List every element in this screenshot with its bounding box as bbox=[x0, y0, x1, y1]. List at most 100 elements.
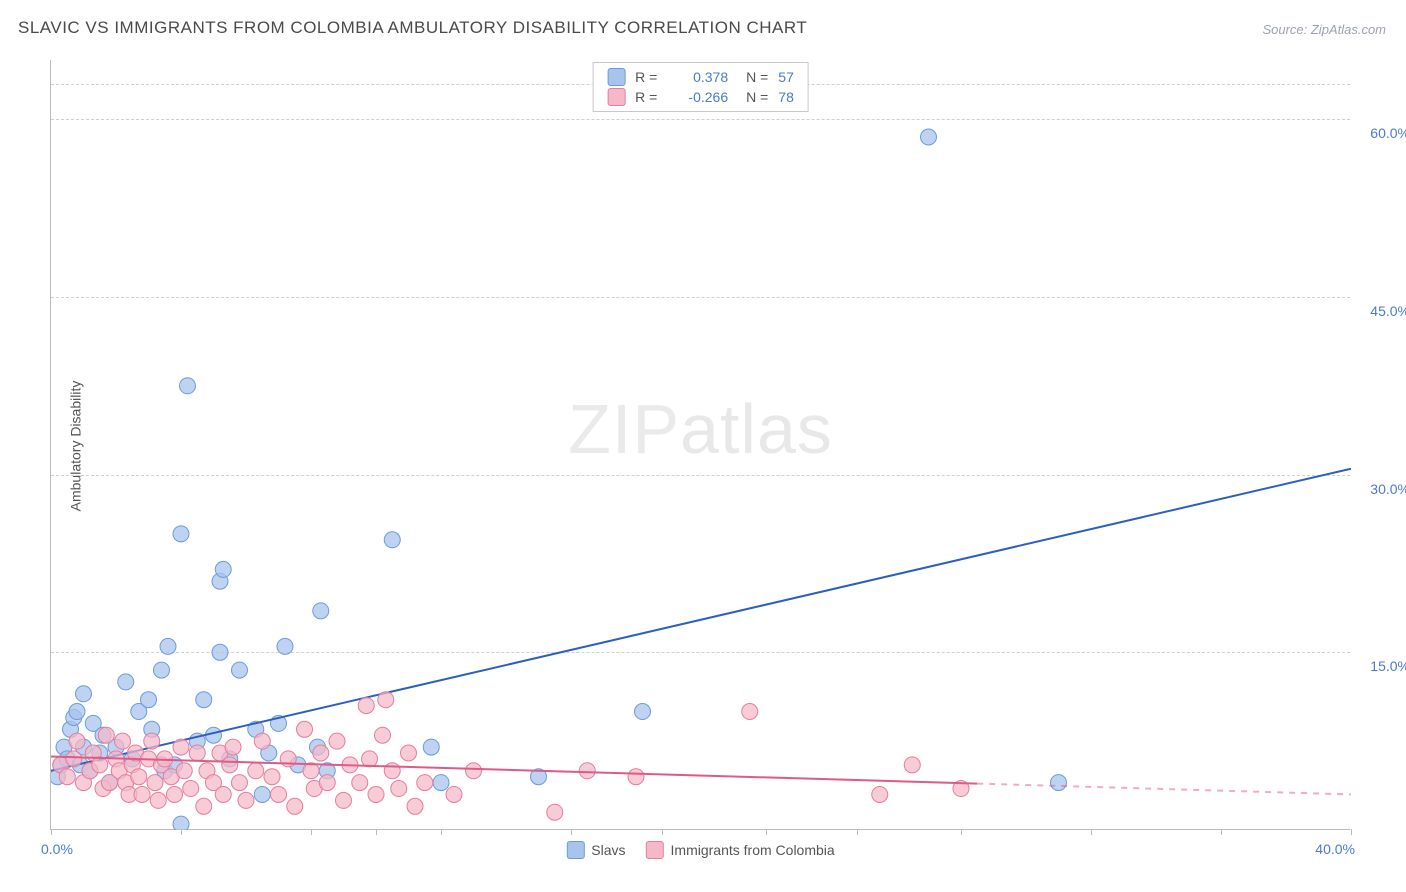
legend-row-colombia: R = -0.266 N = 78 bbox=[607, 87, 794, 107]
scatter-point-colombia bbox=[144, 733, 160, 749]
scatter-point-slavs bbox=[277, 638, 293, 654]
scatter-point-slavs bbox=[141, 692, 157, 708]
scatter-point-colombia bbox=[417, 775, 433, 791]
scatter-point-colombia bbox=[189, 745, 205, 761]
scatter-point-colombia bbox=[378, 692, 394, 708]
scatter-point-slavs bbox=[254, 786, 270, 802]
scatter-point-slavs bbox=[196, 692, 212, 708]
n-value-slavs: 57 bbox=[778, 69, 794, 85]
scatter-point-slavs bbox=[433, 775, 449, 791]
scatter-point-colombia bbox=[287, 798, 303, 814]
scatter-point-slavs bbox=[154, 662, 170, 678]
scatter-point-slavs bbox=[384, 532, 400, 548]
scatter-point-colombia bbox=[238, 792, 254, 808]
series-legend-slavs: Slavs bbox=[566, 841, 625, 859]
scatter-point-colombia bbox=[297, 721, 313, 737]
scatter-point-colombia bbox=[69, 733, 85, 749]
scatter-point-colombia bbox=[131, 769, 147, 785]
scatter-point-colombia bbox=[319, 775, 335, 791]
n-value-colombia: 78 bbox=[778, 89, 794, 105]
scatter-point-colombia bbox=[115, 733, 131, 749]
scatter-point-colombia bbox=[176, 763, 192, 779]
y-tick-label: 15.0% bbox=[1355, 658, 1406, 674]
scatter-point-colombia bbox=[225, 739, 241, 755]
scatter-point-colombia bbox=[466, 763, 482, 779]
scatter-point-colombia bbox=[391, 781, 407, 797]
legend-row-slavs: R = 0.378 N = 57 bbox=[607, 67, 794, 87]
scatter-point-colombia bbox=[904, 757, 920, 773]
scatter-point-colombia bbox=[196, 798, 212, 814]
n-label: N = bbox=[746, 69, 768, 85]
scatter-point-colombia bbox=[368, 786, 384, 802]
r-value-slavs: 0.378 bbox=[673, 69, 728, 85]
trend-line-dashed-colombia bbox=[977, 784, 1351, 795]
scatter-point-colombia bbox=[628, 769, 644, 785]
scatter-point-slavs bbox=[635, 704, 651, 720]
series-legend-colombia: Immigrants from Colombia bbox=[646, 841, 835, 859]
scatter-point-colombia bbox=[271, 786, 287, 802]
scatter-point-colombia bbox=[134, 786, 150, 802]
scatter-point-slavs bbox=[1051, 775, 1067, 791]
scatter-point-colombia bbox=[384, 763, 400, 779]
series-label-slavs: Slavs bbox=[591, 842, 625, 858]
scatter-point-colombia bbox=[254, 733, 270, 749]
scatter-point-colombia bbox=[358, 698, 374, 714]
correlation-legend: R = 0.378 N = 57 R = -0.266 N = 78 bbox=[592, 62, 809, 112]
scatter-point-colombia bbox=[375, 727, 391, 743]
scatter-point-colombia bbox=[336, 792, 352, 808]
series-legend: Slavs Immigrants from Colombia bbox=[566, 841, 834, 859]
legend-swatch-colombia bbox=[607, 88, 625, 106]
scatter-point-slavs bbox=[69, 704, 85, 720]
r-label: R = bbox=[635, 89, 663, 105]
legend-swatch-slavs bbox=[607, 68, 625, 86]
scatter-point-colombia bbox=[352, 775, 368, 791]
scatter-point-slavs bbox=[212, 644, 228, 660]
x-axis-max-label: 40.0% bbox=[1315, 841, 1355, 857]
scatter-point-colombia bbox=[872, 786, 888, 802]
scatter-point-slavs bbox=[232, 662, 248, 678]
scatter-point-slavs bbox=[215, 561, 231, 577]
scatter-point-colombia bbox=[150, 792, 166, 808]
scatter-point-colombia bbox=[59, 769, 75, 785]
scatter-point-slavs bbox=[173, 526, 189, 542]
scatter-point-colombia bbox=[264, 769, 280, 785]
scatter-point-slavs bbox=[160, 638, 176, 654]
scatter-point-slavs bbox=[313, 603, 329, 619]
scatter-point-slavs bbox=[76, 686, 92, 702]
chart-plot-area: ZIPatlas 15.0%30.0%45.0%60.0% 0.0% 40.0%… bbox=[50, 60, 1350, 830]
source-credit: Source: ZipAtlas.com bbox=[1262, 22, 1386, 37]
scatter-point-colombia bbox=[92, 757, 108, 773]
scatter-point-colombia bbox=[215, 786, 231, 802]
series-label-colombia: Immigrants from Colombia bbox=[671, 842, 835, 858]
scatter-point-colombia bbox=[167, 786, 183, 802]
scatter-point-slavs bbox=[921, 129, 937, 145]
scatter-point-colombia bbox=[547, 804, 563, 820]
scatter-point-colombia bbox=[313, 745, 329, 761]
r-value-colombia: -0.266 bbox=[673, 89, 728, 105]
scatter-point-slavs bbox=[423, 739, 439, 755]
x-tick bbox=[1351, 829, 1352, 835]
y-tick-label: 45.0% bbox=[1355, 303, 1406, 319]
y-tick-label: 60.0% bbox=[1355, 125, 1406, 141]
scatter-point-colombia bbox=[407, 798, 423, 814]
series-swatch-slavs bbox=[566, 841, 584, 859]
series-swatch-colombia bbox=[646, 841, 664, 859]
scatter-point-colombia bbox=[147, 775, 163, 791]
n-label: N = bbox=[746, 89, 768, 105]
scatter-point-colombia bbox=[232, 775, 248, 791]
scatter-point-colombia bbox=[362, 751, 378, 767]
r-label: R = bbox=[635, 69, 663, 85]
scatter-point-colombia bbox=[446, 786, 462, 802]
scatter-point-slavs bbox=[173, 816, 189, 830]
scatter-point-slavs bbox=[180, 378, 196, 394]
scatter-point-slavs bbox=[118, 674, 134, 690]
scatter-point-colombia bbox=[98, 727, 114, 743]
scatter-point-colombia bbox=[401, 745, 417, 761]
scatter-point-colombia bbox=[183, 781, 199, 797]
scatter-point-colombia bbox=[742, 704, 758, 720]
y-tick-label: 30.0% bbox=[1355, 481, 1406, 497]
scatter-svg bbox=[51, 60, 1351, 830]
scatter-point-colombia bbox=[329, 733, 345, 749]
scatter-point-colombia bbox=[248, 763, 264, 779]
x-axis-origin-label: 0.0% bbox=[41, 841, 73, 857]
